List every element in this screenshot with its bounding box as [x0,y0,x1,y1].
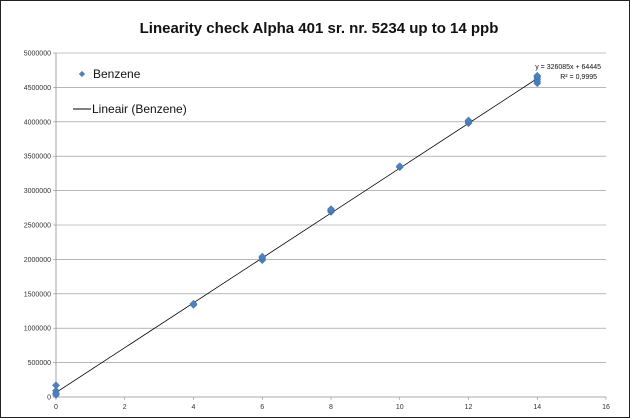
data-point [395,162,404,171]
x-tick-label: 12 [465,404,473,411]
data-point [189,299,198,308]
axes [53,52,607,400]
y-tick-label: 2500000 [24,223,51,230]
trendline-equation: y = 326085x + 64445 R² = 0,9995 [535,64,601,81]
x-tick-label: 10 [396,404,404,411]
x-tick-label: 6 [260,404,264,411]
y-tick-labels: 0 500000 1000000 1500000 2000000 2500000 30000… [24,51,51,402]
trendline-equation-text: y = 326085x + 64445 [535,64,601,71]
y-tick-label: 3000000 [24,188,51,195]
data-point [327,205,335,214]
chart-title: Linearity check Alpha 401 sr. nr. 5234 u… [140,20,499,37]
x-tick-label: 8 [329,404,333,411]
legend: Benzene Lineair (Benzene) [73,67,187,116]
data-point [533,71,542,80]
y-tick-label: 3500000 [24,154,51,161]
y-tick-label: 500000 [28,360,51,367]
x-tick-label: 0 [54,404,58,411]
legend-label-benzene: Benzene [93,67,141,81]
grid-lines [56,52,606,363]
data-points [52,71,542,399]
x-tick-label: 16 [602,404,610,411]
data-point [464,116,473,125]
trendline-r-squared: R² = 0,9995 [560,74,597,81]
y-tick-label: 2000000 [24,257,51,264]
y-tick-label: 0 [47,395,51,402]
x-tick-labels: 0 2 4 6 8 10 12 14 16 [54,404,610,411]
y-tick-label: 4000000 [24,119,51,126]
y-tick-label: 4500000 [24,85,51,92]
x-tick-label: 14 [533,404,541,411]
trendline-layer [55,78,538,393]
legend-marker-benzene [78,70,86,78]
legend-diamond-marker [78,70,86,78]
trendline [55,78,538,393]
y-tick-label: 1500000 [24,291,51,298]
x-tick-label: 4 [192,404,196,411]
x-tick-label: 2 [123,404,127,411]
y-tick-label: 1000000 [24,326,51,333]
data-point [52,390,60,399]
y-tick-label: 5000000 [24,51,51,58]
legend-label-trendline: Lineair (Benzene) [92,102,187,116]
data-point [258,252,267,261]
